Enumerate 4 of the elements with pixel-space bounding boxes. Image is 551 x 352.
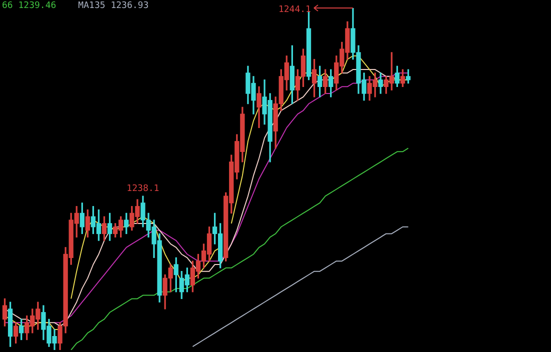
- text: MA135 1236.93: [78, 0, 149, 11]
- text: 66 1239.46: [2, 0, 56, 11]
- annotation: 1238.1: [126, 184, 160, 194]
- annotation: 1244.1: [278, 5, 311, 15]
